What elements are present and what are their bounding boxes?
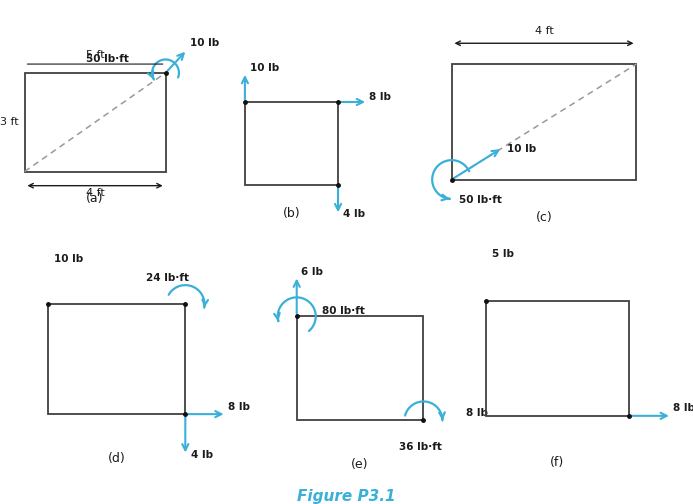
Text: 8 lb: 8 lb	[673, 403, 693, 413]
Text: (b): (b)	[283, 207, 300, 220]
Bar	[486, 301, 629, 416]
Text: (f): (f)	[550, 456, 565, 469]
Text: 24 lb·ft: 24 lb·ft	[146, 274, 189, 283]
Text: 5 ft: 5 ft	[86, 50, 105, 60]
Text: (e): (e)	[351, 458, 369, 471]
Text: 4 lb: 4 lb	[191, 450, 213, 460]
Text: 36 lb·ft: 36 lb·ft	[398, 442, 441, 452]
Text: 50 lb·ft: 50 lb·ft	[86, 54, 128, 65]
Bar	[48, 304, 185, 414]
Text: 8 lb: 8 lb	[369, 92, 391, 102]
Text: 50 lb·ft: 50 lb·ft	[459, 195, 502, 205]
Bar	[24, 73, 166, 171]
Text: 5 lb: 5 lb	[492, 249, 514, 259]
Text: (c): (c)	[536, 211, 552, 224]
Text: 10 lb: 10 lb	[53, 254, 83, 264]
Text: 4 ft: 4 ft	[534, 26, 554, 36]
Text: 4 ft: 4 ft	[86, 187, 105, 198]
Bar	[297, 317, 423, 420]
Text: 3 ft: 3 ft	[1, 117, 19, 127]
Text: Figure P3.1: Figure P3.1	[297, 489, 396, 504]
Text: 10 lb: 10 lb	[190, 38, 219, 48]
Text: 4 lb: 4 lb	[343, 209, 365, 219]
Bar	[245, 102, 338, 185]
Text: 6 lb: 6 lb	[301, 267, 323, 277]
Text: 8 lb: 8 lb	[228, 402, 250, 412]
Bar	[452, 64, 636, 179]
Text: (a): (a)	[87, 192, 104, 205]
Text: 10 lb: 10 lb	[250, 63, 279, 73]
Text: 8 lb: 8 lb	[466, 408, 488, 418]
Text: (d): (d)	[108, 452, 125, 465]
Text: 80 lb·ft: 80 lb·ft	[322, 306, 365, 316]
Text: 10 lb: 10 lb	[507, 144, 536, 154]
